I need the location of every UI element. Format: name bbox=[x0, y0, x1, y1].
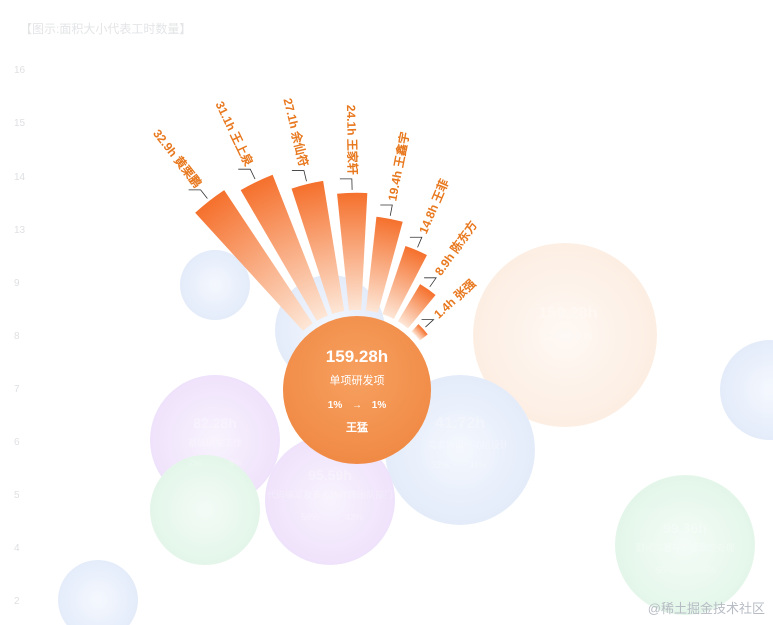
bubble-name: 代码编写及多人协作跨团队部门 bbox=[267, 489, 393, 500]
highlighted-bubble[interactable]: 159.28h 单项研发项 1% → 1% 王猛 bbox=[283, 316, 431, 464]
bubble-hours: 82.28h bbox=[193, 415, 237, 431]
member-hour-label: 14.8h 王菲 bbox=[415, 177, 451, 236]
y-tick-label: 5 bbox=[14, 490, 20, 501]
y-tick-label: 13 bbox=[14, 225, 26, 236]
member-label-leader bbox=[421, 319, 435, 328]
member-label-leader bbox=[424, 277, 437, 288]
bubble-hours: 95.59h bbox=[308, 467, 352, 483]
member-hour-label: 8.9h 陈东方 bbox=[431, 218, 480, 278]
member-hour-bar[interactable] bbox=[291, 180, 345, 314]
y-tick-label: 2 bbox=[14, 596, 20, 607]
highlight-bubble-owner: 王猛 bbox=[346, 420, 368, 434]
bubble-peach bbox=[473, 243, 657, 427]
bubble-green-left bbox=[150, 455, 260, 565]
member-hour-label: 19.4h 王鑫宇 bbox=[384, 131, 412, 203]
member-label-leader bbox=[409, 236, 423, 248]
highlight-bubble-name: 单项研发项 bbox=[330, 373, 385, 387]
member-hour-label: 1.4h 张强 bbox=[431, 276, 479, 322]
member-hour-bar[interactable] bbox=[365, 216, 403, 313]
bubble-pct-to: 65% bbox=[698, 565, 716, 575]
bubble-name: 需求协调与功能设计 bbox=[427, 439, 508, 450]
highlight-bubble-pct-from: 1% bbox=[328, 400, 343, 411]
bubble-pct-from: 2% bbox=[188, 458, 201, 468]
bubble-pct-from: 56% bbox=[301, 512, 319, 522]
y-tick-label: 8 bbox=[14, 331, 20, 342]
member-hour-label: 27.1h 余仙符 bbox=[280, 97, 311, 169]
highlight-bubble-circle[interactable] bbox=[283, 316, 431, 464]
bubble-pct-to: 8% bbox=[229, 458, 242, 468]
member-label-leader bbox=[238, 168, 256, 180]
member-hour-bar[interactable] bbox=[411, 324, 428, 341]
bubble-hours: 99.36h bbox=[663, 520, 707, 536]
y-tick-label: 6 bbox=[14, 437, 20, 448]
member-hour-label: 31.1h 王上泉 bbox=[212, 99, 256, 169]
bubble-pct-from: 65% bbox=[656, 565, 674, 575]
bubble-blue-bottom bbox=[58, 560, 138, 625]
bubble-pct-to: 43% bbox=[345, 512, 363, 522]
member-hour-label: 24.1h 王家轩 bbox=[344, 105, 361, 175]
highlight-bubble-pct-to: 1% bbox=[372, 400, 387, 411]
y-tick-label: 9 bbox=[14, 278, 20, 289]
member-label-leader bbox=[291, 170, 307, 182]
bubble-blue-small bbox=[180, 250, 250, 320]
y-tick-label: 16 bbox=[14, 65, 26, 76]
member-hour-label: 32.9h 黄栗鹏 bbox=[150, 126, 205, 190]
bubble-hours: 41.72h bbox=[435, 415, 485, 432]
member-label-leader bbox=[188, 189, 208, 199]
member-hour-bar[interactable] bbox=[195, 190, 313, 331]
member-label-leader bbox=[339, 178, 353, 190]
highlight-bubble-hours: 159.28h bbox=[326, 347, 388, 366]
member-hour-bar[interactable] bbox=[397, 284, 436, 329]
background-bubble-texts: 159.28h 公司研发项 41.72h 需求协调与功能设计 32% 31% 8… bbox=[188, 305, 735, 575]
y-tick-label: 15 bbox=[14, 118, 26, 129]
member-hour-bar[interactable] bbox=[240, 174, 328, 321]
bubble-green-right bbox=[615, 475, 755, 615]
y-tick-label: 14 bbox=[14, 172, 26, 183]
bubble-blue-edge bbox=[720, 340, 773, 440]
bubble-pct-to: 31% bbox=[469, 460, 487, 470]
member-hour-bar[interactable] bbox=[337, 192, 368, 311]
bubble-name: 公司研发项 bbox=[543, 330, 593, 343]
arrow-right-icon: → bbox=[352, 400, 362, 411]
bubble-purple-bottom bbox=[265, 435, 395, 565]
y-tick-label: 7 bbox=[14, 384, 20, 395]
bubble-hours: 159.28h bbox=[539, 305, 598, 322]
bubble-name: 基础研发工作 bbox=[188, 437, 242, 448]
bubble-name: 测试部署与问题跟踪处理 bbox=[635, 542, 734, 553]
member-label-leader bbox=[380, 204, 393, 216]
member-hour-bar[interactable] bbox=[382, 245, 427, 319]
bubble-pct-from: 32% bbox=[431, 460, 449, 470]
y-tick-label: 4 bbox=[14, 543, 20, 554]
chart-title: 【图示:面积大小代表工时数量】 bbox=[20, 22, 192, 36]
watermark: @稀土掘金技术社区 bbox=[647, 601, 765, 616]
